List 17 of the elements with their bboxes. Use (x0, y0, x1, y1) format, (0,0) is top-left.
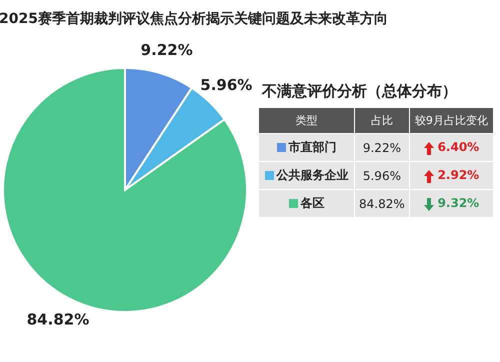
text: 类型 (258, 108, 355, 134)
legend-label: 各区 (300, 196, 325, 210)
chart-title: 2025赛季首期裁判评议焦点分析揭示关键问题及未来改革方向 (0, 10, 388, 27)
legend-label: 公共服务企业 (276, 168, 349, 182)
data-label: 84.82% (26, 310, 90, 329)
text: 9.32% (438, 196, 480, 210)
data-label: 9.22% (140, 41, 193, 60)
text: 较9月占比变化 (409, 108, 494, 134)
text: 6.40% (438, 140, 480, 154)
text: 不满意评价分析（总体分布） (262, 82, 458, 101)
text: 5.96% (362, 168, 401, 182)
text: 占比 (354, 108, 410, 134)
data-label: 5.96% (200, 76, 252, 94)
text: 84.82% (359, 196, 405, 210)
legend-label: 市直部门 (288, 140, 337, 154)
text: 2.92% (438, 168, 480, 182)
text: 9.22% (362, 140, 401, 154)
